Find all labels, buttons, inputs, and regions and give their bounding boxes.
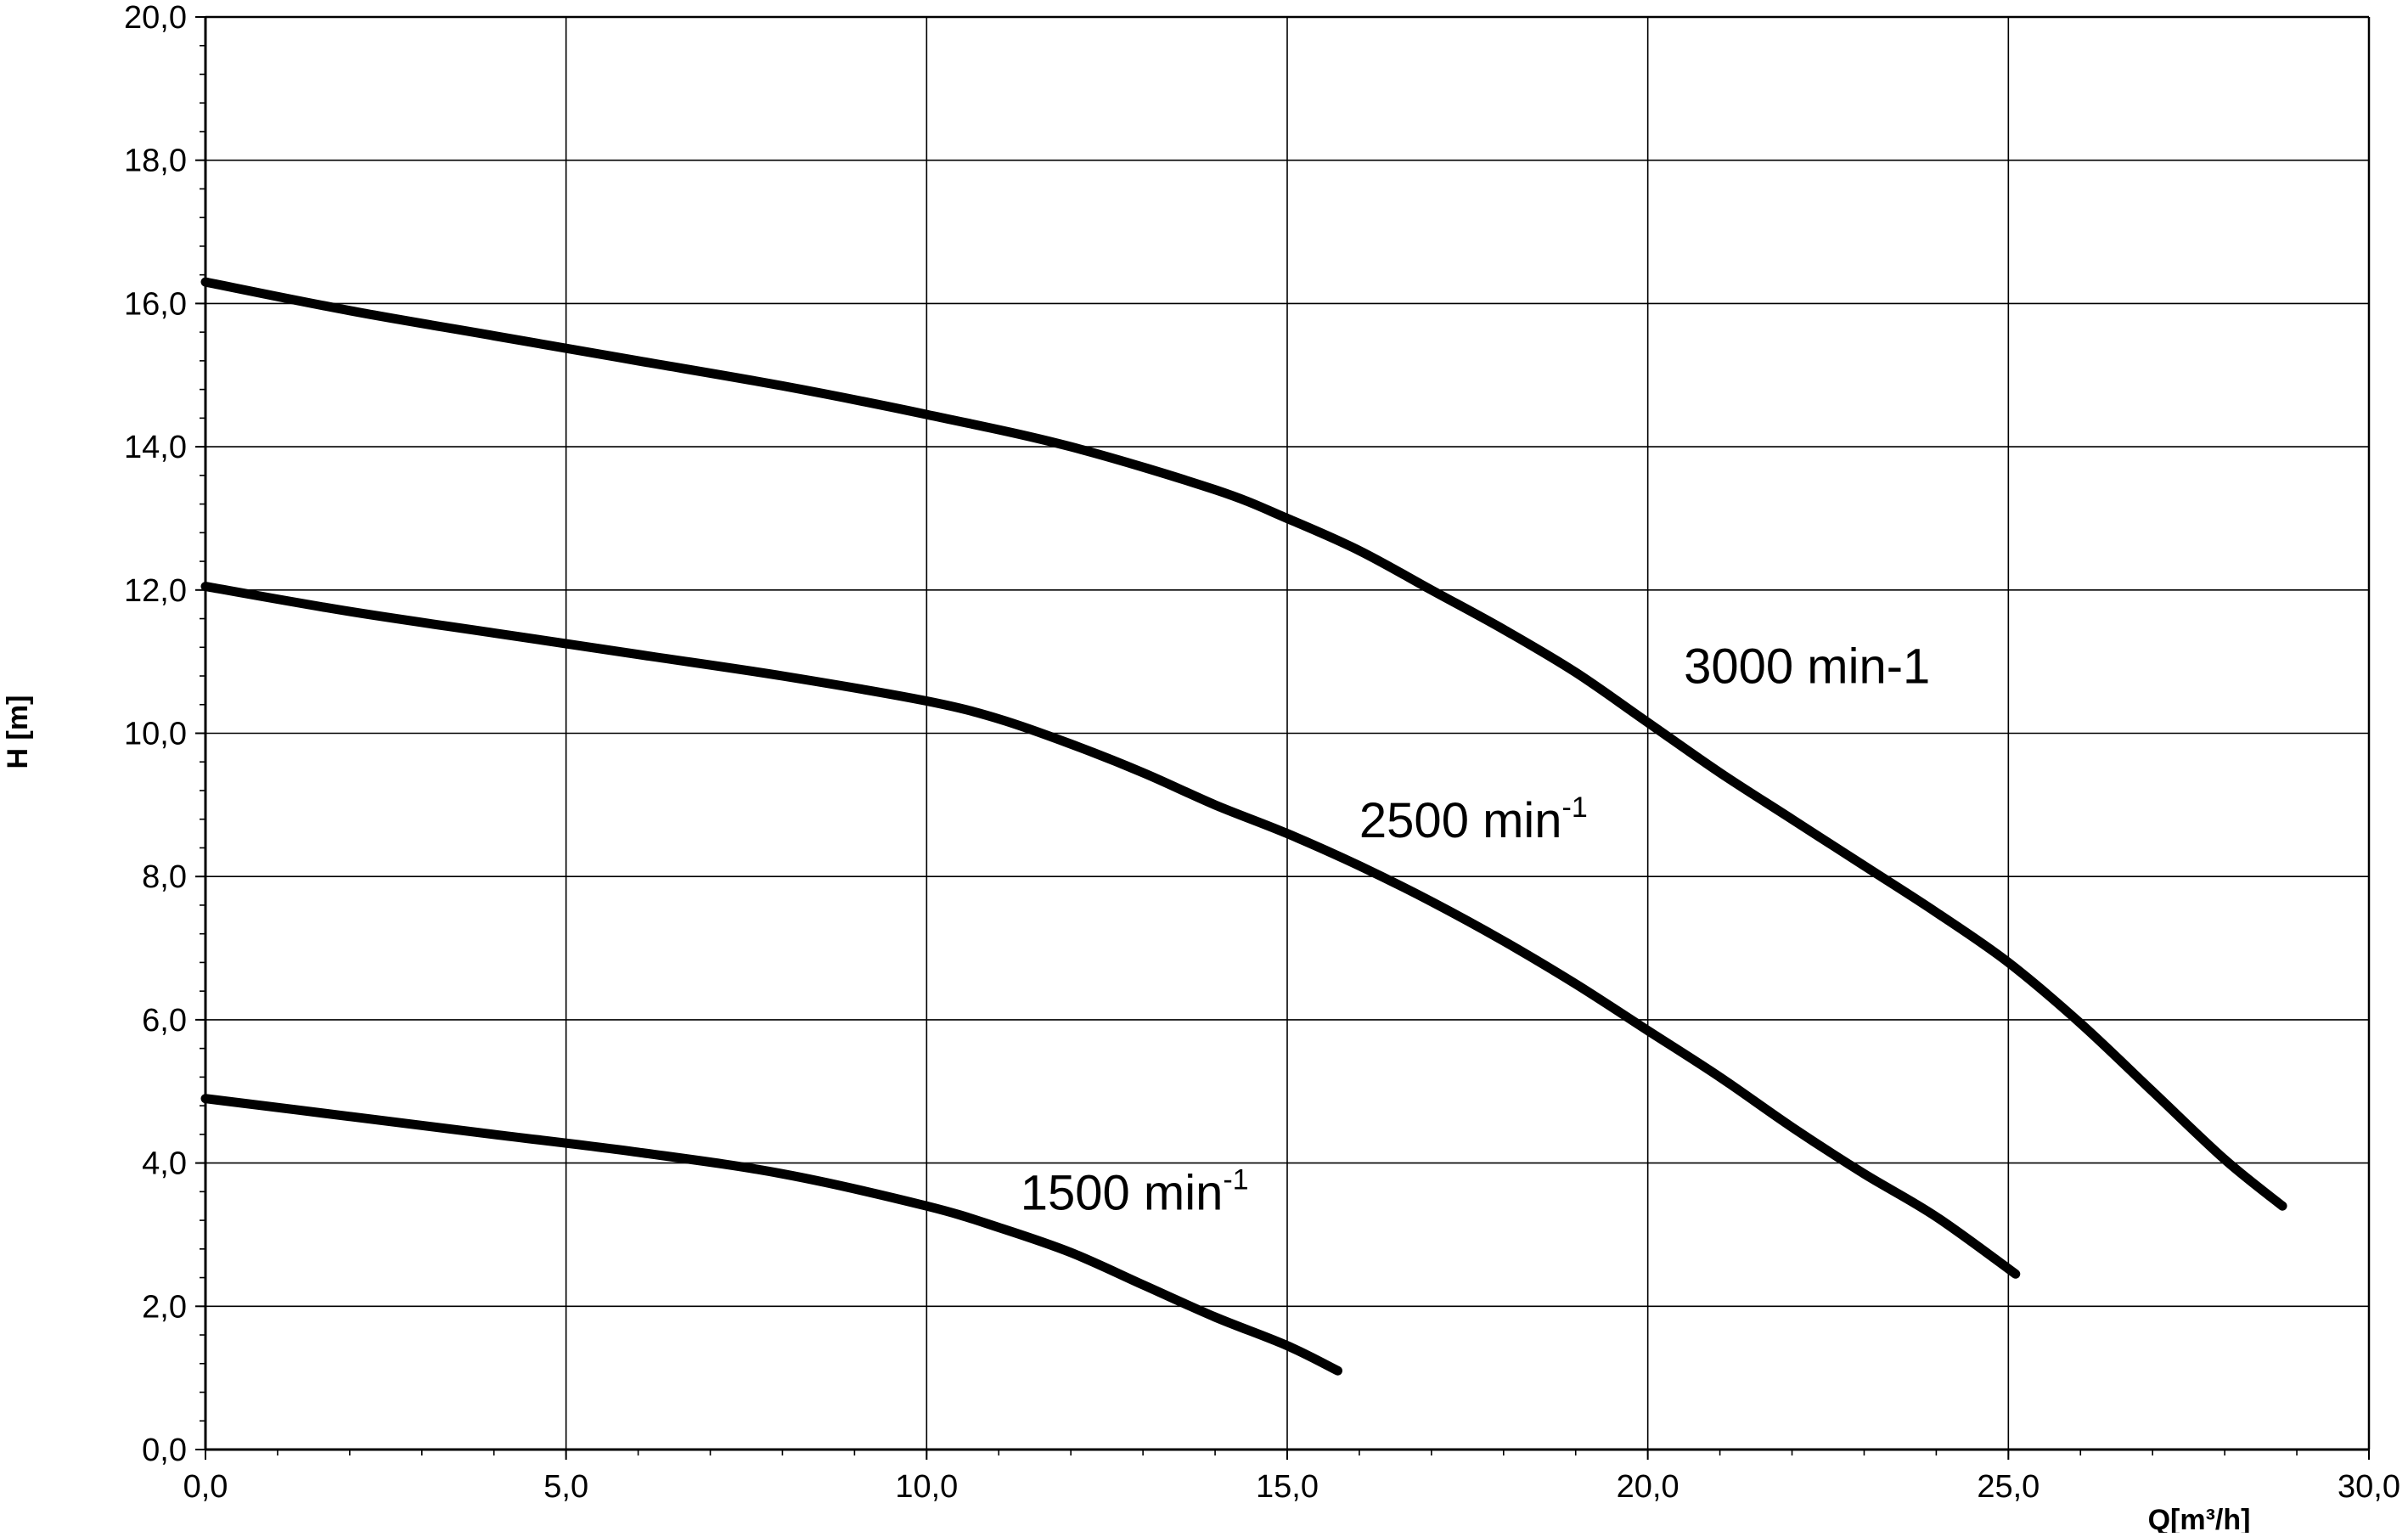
axes (195, 15, 2371, 1460)
x-tick-label: 15,0 (1256, 1469, 1319, 1505)
y-tick-label: 10,0 (124, 717, 187, 752)
y-tick-label: 8,0 (142, 859, 187, 895)
y-tick-label: 12,0 (124, 573, 187, 609)
labels: 0,0 5,0 10,0 15,0 20,0 25,0 30,0 0,0 2,0 4,0 6,0 8,… (124, 0, 2400, 1505)
y-tick-label: 16,0 (124, 286, 187, 322)
x-tick-label: 20,0 (1617, 1469, 1679, 1505)
y-tick-label: 20,0 (124, 0, 187, 36)
y-tick-label: 18,0 (124, 144, 187, 179)
curve-label-1500-min-1: 1500 min-1 (1021, 1163, 1249, 1220)
curve-2500-min-1 (200, 582, 2021, 1279)
curve-label-3000-min-1: 3000 min-1 (1684, 639, 1930, 694)
y-tick-label: 2,0 (142, 1289, 187, 1325)
y-tick-label: 14,0 (124, 430, 187, 465)
curve-label-2500-min-1: 2500 min-1 (1359, 791, 1588, 848)
y-tick-label: 6,0 (142, 1003, 187, 1039)
x-tick-label: 10,0 (895, 1469, 958, 1505)
x-tick-label: 0,0 (183, 1469, 228, 1505)
x-tick-label: 5,0 (543, 1469, 588, 1505)
y-tick-label: 0,0 (142, 1433, 187, 1468)
curve-1500-min-1 (200, 1094, 1342, 1376)
x-tick-label: 25,0 (1977, 1469, 2039, 1505)
series (200, 277, 2287, 1376)
curve-label-text: 3000 min-1 (1684, 639, 1930, 694)
y-tick-label: 4,0 (142, 1146, 187, 1182)
curve-label-superscript: -1 (1562, 791, 1588, 824)
y-axis-title: H [m] (2, 695, 34, 769)
x-axis-title: Q[m³/h] (2148, 1504, 2251, 1533)
curve-label-text: 1500 min (1021, 1165, 1224, 1220)
gridlines (205, 16, 2369, 1450)
curve-label-text: 2500 min (1359, 793, 1562, 848)
x-tick-label: 30,0 (2338, 1469, 2400, 1505)
curve-3000-min-1 (200, 277, 2287, 1211)
curve-label-superscript: -1 (1223, 1163, 1248, 1196)
